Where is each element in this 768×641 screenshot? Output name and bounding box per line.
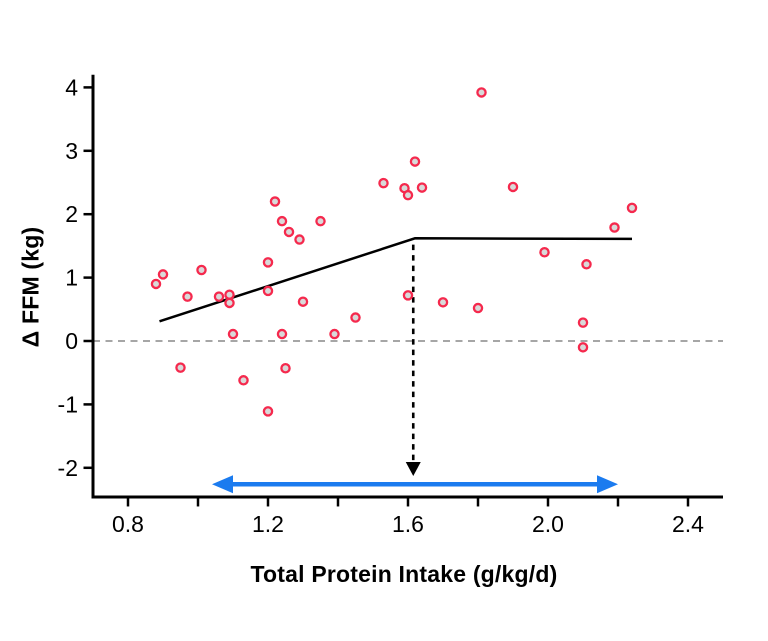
data-point <box>157 269 169 280</box>
data-point <box>577 317 589 328</box>
data-point <box>609 222 620 233</box>
y-tick-label: 0 <box>65 328 78 354</box>
data-point <box>402 290 414 301</box>
y-tick-label: 3 <box>65 138 78 164</box>
x-tick-label: 0.8 <box>112 511 144 537</box>
data-point <box>283 226 295 238</box>
data-point <box>224 297 235 309</box>
y-axis-title: Δ FFM (kg) <box>17 226 44 348</box>
y-tick-label: -1 <box>58 391 78 417</box>
data-point <box>213 291 225 302</box>
data-point <box>269 196 281 207</box>
data-point <box>238 375 249 386</box>
data-point <box>350 312 361 323</box>
y-tick-label: 1 <box>65 265 78 291</box>
y-tick-label: 4 <box>65 74 78 100</box>
data-point <box>409 156 421 167</box>
data-point <box>297 296 309 307</box>
data-point <box>276 215 288 227</box>
data-point <box>472 302 484 314</box>
data-point <box>196 264 207 276</box>
breakpoint-arrowhead <box>405 462 421 477</box>
data-point <box>150 278 162 290</box>
x-axis-title: Total Protein Intake (g/kg/d) <box>250 561 558 587</box>
x-tick-label: 2.4 <box>672 511 704 537</box>
x-tick-label: 1.2 <box>252 511 284 537</box>
range-arrow-right-head <box>597 475 618 494</box>
data-point <box>626 202 638 214</box>
data-point <box>182 291 193 302</box>
x-tick-label: 2.0 <box>532 511 564 537</box>
data-point <box>262 406 274 417</box>
data-point <box>539 246 550 258</box>
data-point <box>175 362 186 373</box>
data-point <box>581 259 592 270</box>
x-tick-label: 1.6 <box>392 511 424 537</box>
data-point <box>329 328 340 340</box>
data-point <box>315 215 326 227</box>
data-point <box>262 285 274 297</box>
data-point <box>276 328 288 340</box>
segmented-regression-line <box>159 237 633 323</box>
data-point <box>224 289 235 300</box>
data-point <box>507 181 519 193</box>
data-point <box>294 234 305 245</box>
data-point <box>577 342 589 353</box>
y-tick-label: 2 <box>65 201 78 227</box>
y-tick-label: -2 <box>58 455 78 481</box>
data-point <box>280 363 291 374</box>
data-point <box>416 182 428 193</box>
range-arrow-left-head <box>212 475 233 494</box>
data-point <box>476 87 487 98</box>
data-point <box>378 177 389 189</box>
data-point <box>402 189 414 201</box>
data-point <box>437 297 449 308</box>
data-point <box>262 257 274 268</box>
data-point <box>227 328 239 340</box>
